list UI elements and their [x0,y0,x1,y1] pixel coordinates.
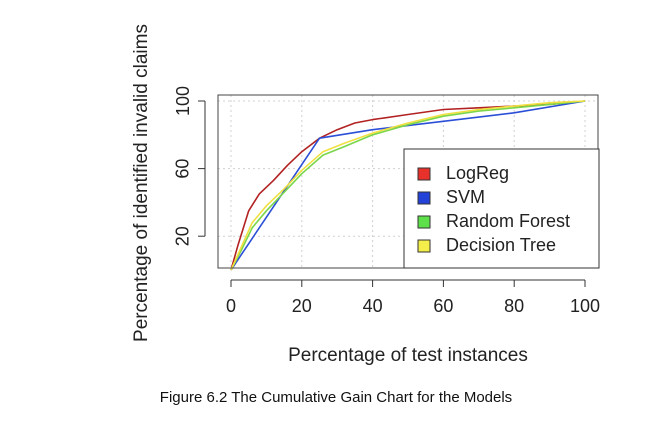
series-line-logreg [230,100,586,271]
x-tick-label: 0 [226,296,236,316]
legend-label: LogReg [446,163,509,183]
legend-swatch [417,239,431,253]
legend-label: SVM [446,187,485,207]
legend-swatch [417,191,431,205]
legend-label: Random Forest [446,211,570,231]
y-tick-label: 20 [173,226,193,246]
x-axis-label: Percentage of test instances [288,345,528,366]
legend-swatch [417,167,431,181]
x-tick-label: 80 [504,296,524,316]
series-line-decision-tree [230,100,586,271]
legend: LogReg SVM Random Forest Decision Tree [403,148,600,269]
x-tick-label: 60 [433,296,453,316]
y-axis-label: Percentage of identified invalid claims [131,24,152,342]
legend-box [403,148,600,269]
series-line-random-forest [230,100,586,271]
legend-label: Decision Tree [446,235,556,255]
x-tick-label: 100 [570,296,600,316]
x-tick-label: 40 [363,296,383,316]
series-layer [230,100,586,271]
figure-caption: Figure 6.2 The Cumulative Gain Chart for… [159,389,513,406]
x-tick-label: 20 [292,296,312,316]
y-axis: 20 60 100 [173,86,206,246]
legend-swatch [417,215,431,229]
x-axis: 0 20 40 60 80 100 [226,279,600,316]
y-tick-label: 100 [173,86,193,116]
y-tick-label: 60 [173,159,193,179]
